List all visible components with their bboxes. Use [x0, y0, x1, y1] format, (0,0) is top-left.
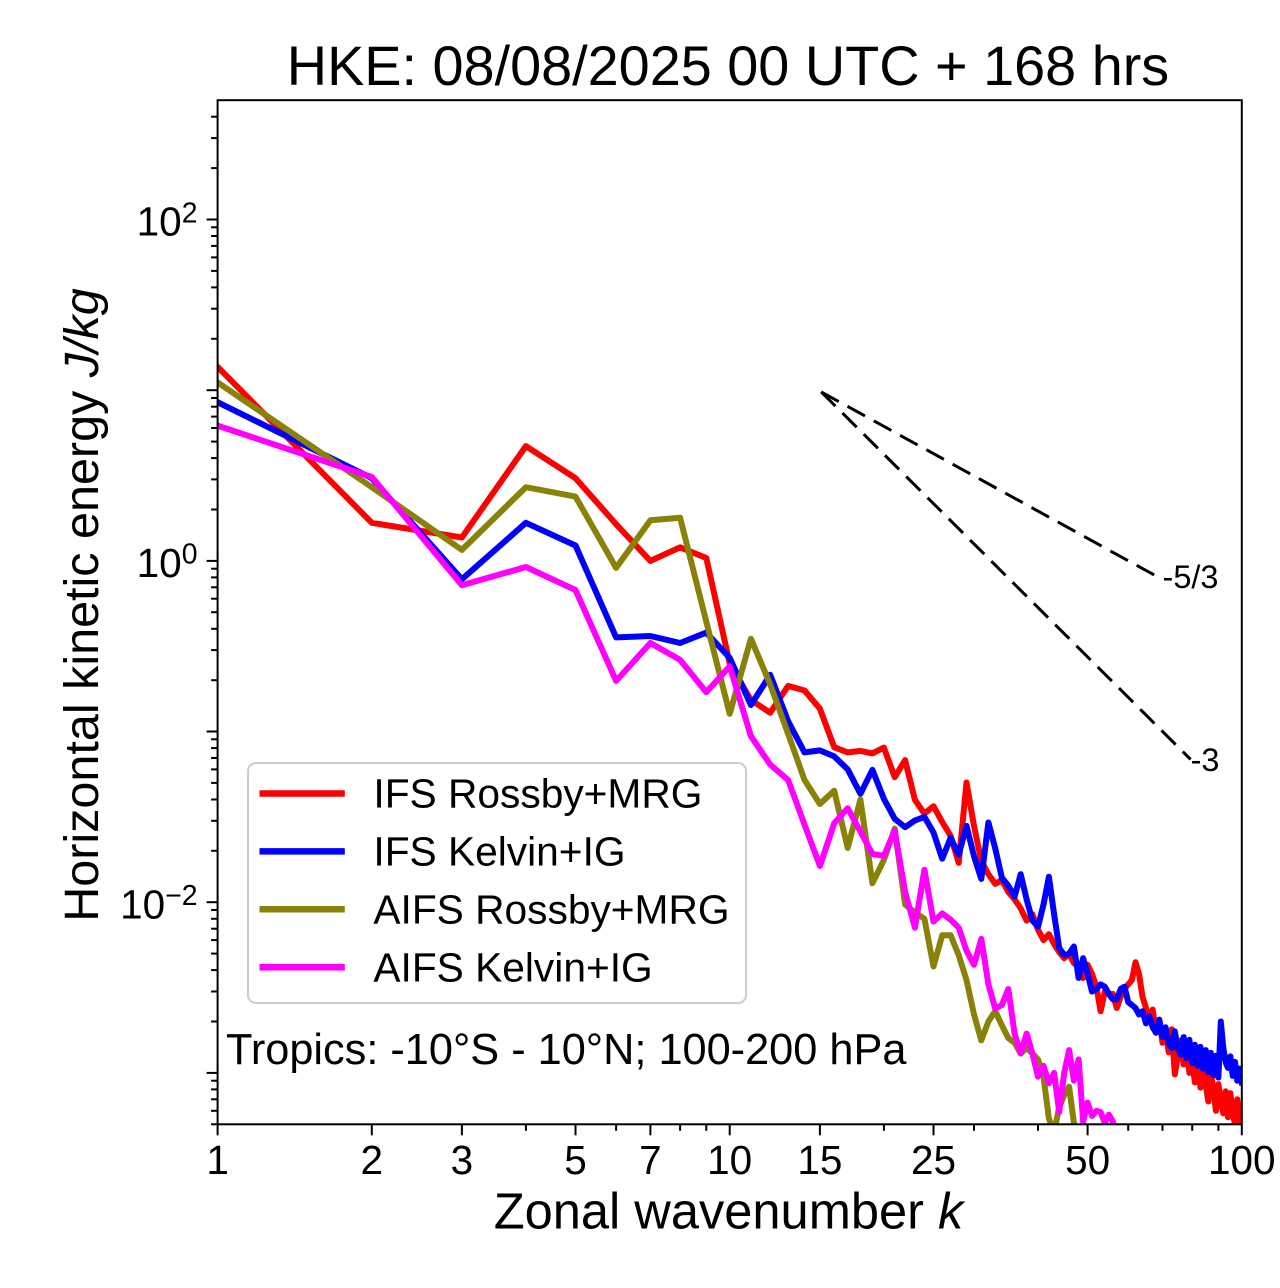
svg-text:7: 7 — [639, 1137, 662, 1183]
svg-text:10−2: 10−2 — [120, 880, 197, 927]
svg-text:5: 5 — [564, 1137, 587, 1183]
svg-text:Horizontal kinetic energy J/kg: Horizontal kinetic energy J/kg — [55, 288, 109, 922]
svg-text:2: 2 — [361, 1137, 384, 1183]
svg-text:IFS Kelvin+IG: IFS Kelvin+IG — [373, 829, 625, 875]
svg-text:3: 3 — [451, 1137, 474, 1183]
svg-text:102: 102 — [137, 197, 198, 244]
svg-text:10: 10 — [707, 1137, 752, 1183]
svg-text:25: 25 — [911, 1137, 956, 1183]
svg-text:15: 15 — [797, 1137, 842, 1183]
svg-text:AIFS Kelvin+IG: AIFS Kelvin+IG — [373, 944, 652, 990]
svg-text:-3: -3 — [1191, 742, 1220, 778]
svg-text:Zonal wavenumber k: Zonal wavenumber k — [494, 1183, 966, 1240]
svg-text:AIFS Rossby+MRG: AIFS Rossby+MRG — [373, 887, 729, 933]
svg-text:50: 50 — [1065, 1137, 1110, 1183]
svg-text:-5/3: -5/3 — [1163, 559, 1219, 595]
svg-text:Tropics: -10°S - 10°N; 100-200: Tropics: -10°S - 10°N; 100-200 hPa — [226, 1026, 907, 1074]
svg-text:1: 1 — [206, 1137, 229, 1183]
svg-text:100: 100 — [1208, 1137, 1276, 1183]
svg-text:IFS Rossby+MRG: IFS Rossby+MRG — [373, 771, 702, 817]
svg-text:HKE: 08/08/2025 00 UTC + 168 h: HKE: 08/08/2025 00 UTC + 168 hrs — [287, 34, 1169, 97]
